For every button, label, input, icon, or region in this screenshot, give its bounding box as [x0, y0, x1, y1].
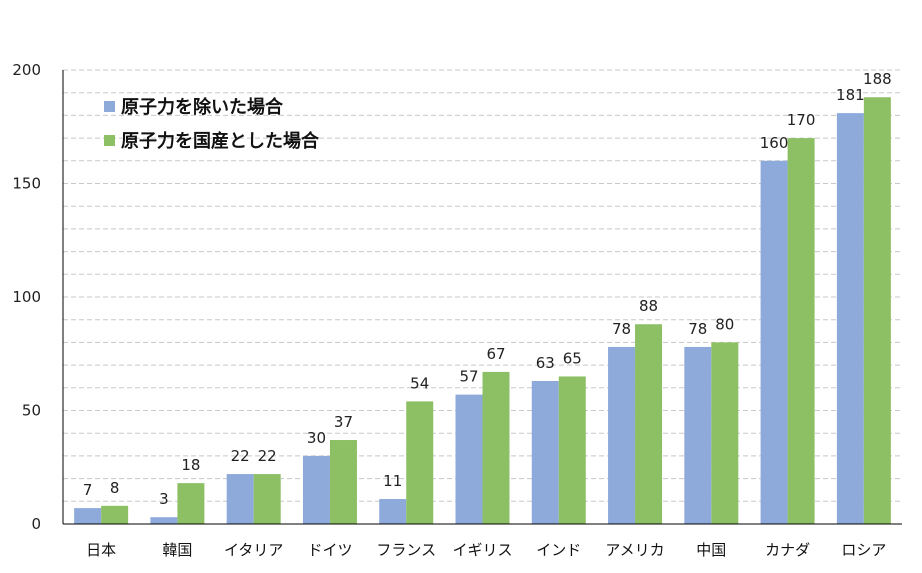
data-label: 160 [760, 134, 789, 152]
y-axis-ticks: 0 50 100 150 200 [12, 61, 41, 533]
legend-swatch-series-2 [104, 135, 115, 146]
y-tick-label: 0 [31, 515, 41, 533]
data-label: 8 [110, 479, 120, 497]
y-tick-label: 150 [12, 175, 41, 193]
bar-series-1 [302, 455, 330, 524]
bar-series-2 [406, 401, 434, 524]
data-label: 22 [231, 447, 250, 465]
bar-series-2 [711, 342, 739, 524]
bar-series-2 [101, 505, 129, 524]
bar-series-1 [150, 517, 178, 524]
category-label: 中国 [696, 541, 726, 559]
data-label: 188 [863, 70, 892, 88]
data-label: 18 [181, 456, 200, 474]
bar-series-1 [379, 499, 407, 524]
bar-series-2 [329, 440, 357, 524]
y-tick-label: 100 [12, 288, 41, 306]
data-label: 78 [688, 320, 707, 338]
category-label: 日本 [86, 541, 116, 559]
bar-series-1 [684, 346, 712, 524]
bar-series-2 [787, 138, 815, 524]
category-label: ロシア [841, 541, 886, 559]
bar-series-2 [558, 376, 586, 524]
data-label: 67 [486, 345, 505, 363]
bar-series-1 [760, 160, 788, 525]
bar-series-2 [253, 474, 281, 524]
bar-series-2 [863, 97, 891, 525]
category-label: 韓国 [162, 541, 192, 559]
data-label: 11 [383, 472, 402, 490]
axes [62, 70, 902, 525]
bar-series-1 [531, 380, 559, 524]
data-label: 57 [459, 368, 478, 386]
data-label: 65 [563, 349, 582, 367]
bars [74, 97, 891, 525]
data-label: 54 [410, 374, 429, 392]
data-label: 30 [307, 429, 326, 447]
category-label: イタリア [224, 541, 283, 559]
category-label: アメリカ [605, 541, 664, 559]
y-tick-label: 50 [22, 402, 41, 420]
bar-series-1 [455, 394, 483, 524]
legend-swatch-series-1 [104, 101, 115, 112]
data-label: 37 [334, 413, 353, 431]
bar-series-1 [608, 346, 636, 524]
bar-series-2 [177, 483, 205, 524]
category-label: フランス [376, 541, 436, 559]
category-label: インド [536, 541, 581, 559]
bar-series-1 [836, 113, 864, 524]
data-label: 80 [715, 315, 734, 333]
data-label: 78 [612, 320, 631, 338]
bar-series-2 [635, 324, 663, 524]
category-label: イギリス [452, 541, 512, 559]
category-label: ドイツ [307, 541, 352, 559]
legend-label-series-2: 原子力を国産とした場合 [121, 130, 320, 152]
data-label: 22 [258, 447, 277, 465]
bar-series-1 [226, 474, 254, 524]
data-label: 88 [639, 297, 658, 315]
legend-label-series-1: 原子力を除いた場合 [121, 96, 284, 118]
data-label: 170 [787, 111, 816, 129]
bar-series-1 [74, 508, 102, 524]
category-labels: 日本 韓国 イタリア ドイツ フランス イギリス インド アメリカ 中国 カナダ ロシア [86, 541, 886, 559]
bar-series-2 [482, 371, 510, 524]
data-label: 3 [159, 490, 169, 508]
legend: 原子力を除いた場合 原子力を国産とした場合 [104, 96, 320, 152]
data-label: 63 [536, 354, 555, 372]
data-label: 7 [83, 481, 93, 499]
data-label: 181 [836, 86, 865, 104]
category-label: カナダ [765, 541, 810, 559]
y-tick-label: 200 [12, 61, 41, 79]
